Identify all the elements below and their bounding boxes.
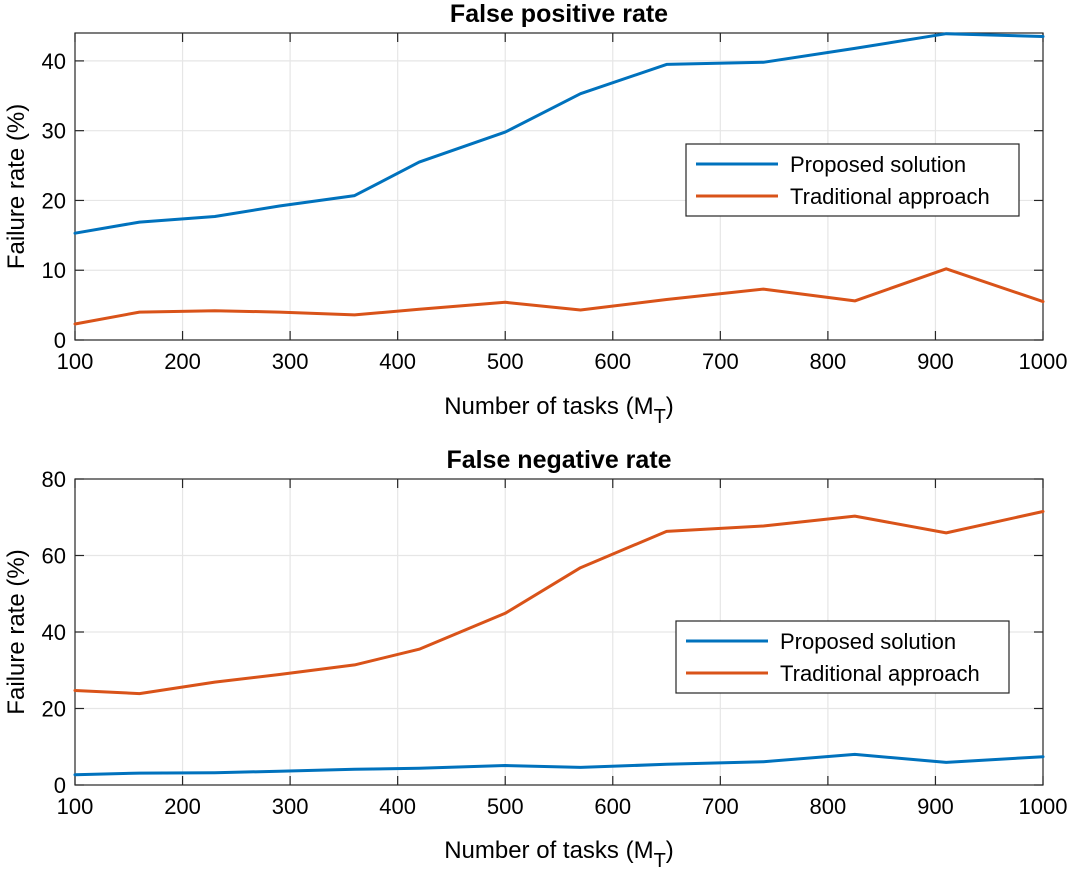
x-tick-label: 1000 (1019, 349, 1068, 374)
x-tick-label: 700 (702, 794, 739, 819)
x-tick-label: 400 (379, 794, 416, 819)
x-tick-label: 900 (917, 349, 954, 374)
x-tick-label: 1000 (1019, 794, 1068, 819)
series-line-traditional-approach (73, 267, 1045, 326)
x-axis-label: Number of tasks (MT) (444, 837, 674, 872)
x-axis-label-main: Number of tasks (M (444, 837, 653, 864)
legend-entry-label: Proposed solution (790, 152, 966, 177)
chart-title: False positive rate (450, 0, 668, 28)
legend-entry-label: Traditional approach (790, 184, 990, 209)
legend-entry-label: Traditional approach (780, 661, 980, 686)
y-tick-label: 60 (42, 544, 66, 569)
plot-frame (74, 32, 1044, 341)
chart-1: 100 200 300 400 500 600 700 800 900 1000 0 10 20 30 40… (3, 0, 1067, 428)
series-line-traditional-approach (73, 510, 1045, 696)
x-tick-label: 800 (810, 349, 847, 374)
legend-entry-label: Proposed solution (780, 629, 956, 654)
legend: Proposed solution Traditional approach (685, 143, 1020, 217)
x-tick-label: 400 (379, 349, 416, 374)
x-tick-label: 600 (594, 349, 631, 374)
y-tick-label: 40 (42, 49, 66, 74)
x-axis-label-close: ) (666, 837, 674, 864)
x-tick-label: 300 (272, 349, 309, 374)
x-tick-label: 700 (702, 349, 739, 374)
y-tick-label: 80 (42, 467, 66, 492)
x-axis-label-close: ) (666, 393, 674, 420)
y-axis-label: Failure rate (%) (3, 549, 30, 714)
y-tick-label: 20 (42, 697, 66, 722)
x-tick-label: 100 (57, 349, 94, 374)
series-line-proposed-solution (73, 32, 1045, 235)
y-tick-label: 10 (42, 258, 66, 283)
chart-2: 100 200 300 400 500 600 700 800 900 1000 0 20 40 60 80… (3, 446, 1067, 872)
legend: Proposed solution Traditional approach (675, 620, 1010, 694)
x-axis-label-subscript: T (654, 406, 666, 428)
x-tick-label: 600 (594, 794, 631, 819)
x-axis-label-main: Number of tasks (M (444, 393, 653, 420)
chart-title: False negative rate (446, 446, 671, 474)
x-tick-label: 300 (272, 794, 309, 819)
x-axis-label-subscript: T (654, 850, 666, 872)
x-tick-label: 100 (57, 794, 94, 819)
x-axis-label: Number of tasks (MT) (444, 393, 674, 428)
x-tick-label: 200 (164, 794, 201, 819)
x-tick-label: 900 (917, 794, 954, 819)
y-axis-label: Failure rate (%) (3, 104, 30, 269)
series-line-proposed-solution (73, 752, 1045, 777)
x-tick-label: 800 (810, 794, 847, 819)
legend-box (685, 143, 1020, 217)
y-tick-label: 0 (54, 773, 66, 798)
y-tick-label: 20 (42, 188, 66, 213)
y-tick-label: 40 (42, 620, 66, 645)
y-tick-label: 0 (54, 328, 66, 353)
x-tick-label: 200 (164, 349, 201, 374)
legend-box (675, 620, 1010, 694)
x-tick-label: 500 (487, 794, 524, 819)
x-tick-label: 500 (487, 349, 524, 374)
y-tick-label: 30 (42, 119, 66, 144)
